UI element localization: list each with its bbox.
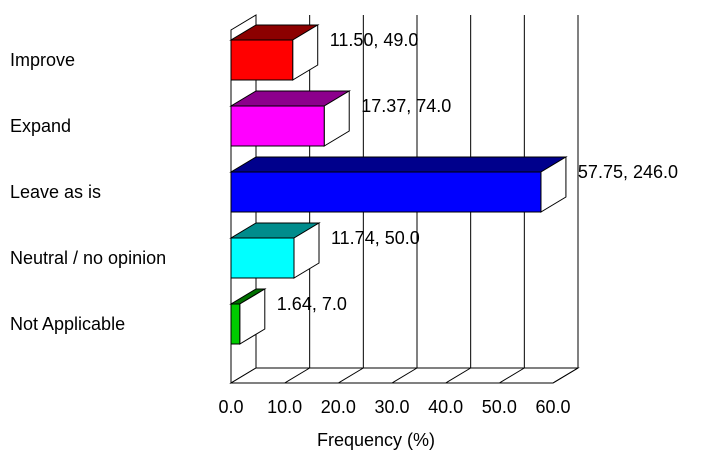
floor-gridline [499, 367, 525, 384]
x-tick-label: 20.0 [321, 397, 356, 417]
category-label: Expand [10, 116, 71, 136]
category-label: Not Applicable [10, 314, 125, 334]
x-tick-label: 30.0 [374, 397, 409, 417]
bar-front-face [230, 237, 295, 279]
x-tick-label: 50.0 [482, 397, 517, 417]
category-labels: Improve Expand Leave as is Neutral / no opi… [10, 50, 166, 334]
bar-top-face [229, 156, 568, 173]
bar [229, 156, 568, 213]
data-labels: 11.50, 49.0 17.37, 74.0 57.75, 246.0 11.74,… [277, 30, 678, 314]
data-label: 1.64, 7.0 [277, 294, 347, 314]
bar-front-face [230, 105, 325, 147]
bar-front-face [230, 303, 241, 345]
bars [229, 24, 568, 345]
x-tick-label: 10.0 [267, 397, 302, 417]
floor-gridline [445, 367, 471, 384]
category-label: Improve [10, 50, 75, 70]
bar [229, 222, 321, 279]
category-label: Leave as is [10, 182, 101, 202]
x-axis-title: Frequency (%) [317, 430, 435, 450]
floor-gridline [391, 367, 418, 384]
x-tick-label: 40.0 [428, 397, 463, 417]
data-label: 11.50, 49.0 [330, 30, 419, 50]
bar [229, 288, 267, 345]
category-label: Neutral / no opinion [10, 248, 166, 268]
data-label: 17.37, 74.0 [361, 96, 451, 116]
x-tick-labels: 0.0 10.0 20.0 30.0 40.0 50.0 60.0 [218, 397, 570, 417]
bar-front-face [230, 39, 294, 81]
data-label: 11.74, 50.0 [331, 228, 420, 248]
bar [229, 90, 352, 147]
data-label: 57.75, 246.0 [578, 162, 678, 182]
floor-gridline [338, 367, 364, 384]
x-tick-label: 0.0 [218, 397, 243, 417]
bar [229, 24, 320, 81]
bar-front-face [230, 171, 542, 213]
floor-gridline [284, 367, 310, 384]
x-tick-label: 60.0 [535, 397, 570, 417]
floor-gridline [552, 367, 579, 384]
